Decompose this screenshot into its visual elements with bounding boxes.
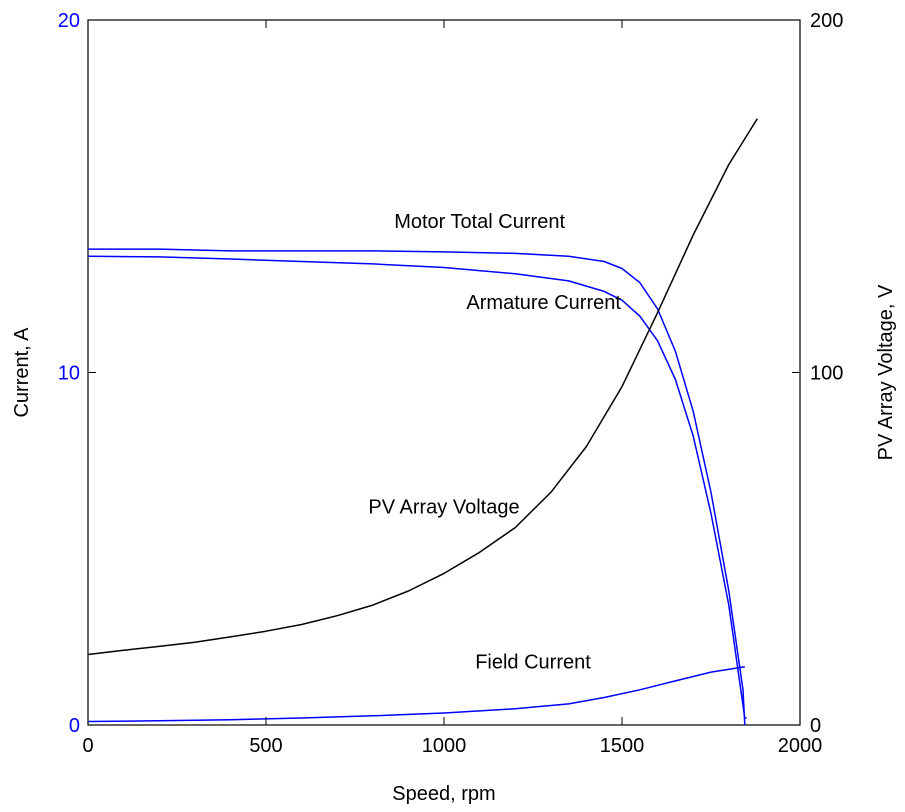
y-left-tick-label: 20 (58, 10, 80, 32)
y-axis-left: 0 10 20 (58, 10, 96, 737)
x-tick-label: 0 (82, 735, 93, 757)
series-line-armature-current (87, 255, 747, 719)
annotation-motor-total-current: Motor Total Current (394, 211, 565, 233)
x-tick-label: 1000 (422, 735, 467, 757)
plot-frame (87, 19, 801, 726)
x-tick-label: 500 (249, 735, 282, 757)
series-line-field-current (87, 666, 745, 723)
annotation-field-current: Field Current (475, 652, 591, 674)
y-right-tick-label: 200 (810, 10, 843, 32)
x-tick-label: 2000 (778, 735, 823, 757)
annotation-layer: Motor Total Current Armature Current PV Ar… (368, 211, 621, 674)
x-tick-label: 1500 (600, 735, 645, 757)
y-right-tick-label: 0 (810, 715, 821, 737)
series-line-pv-array-voltage (87, 118, 758, 656)
annotation-armature-current: Armature Current (466, 292, 621, 314)
x-axis: 0 500 1000 1500 2000 (82, 20, 822, 757)
y-axis-right-label: PV Array Voltage, V (875, 284, 897, 460)
series-layer (87, 118, 758, 726)
y-right-tick-label: 100 (810, 363, 843, 385)
y-left-tick-label: 0 (69, 715, 80, 737)
series-line-motor-total-current (88, 248, 746, 726)
y-axis-left-label: Current, A (11, 327, 33, 418)
y-axis-right: 0 100 200 (792, 10, 843, 737)
y-left-tick-label: 10 (58, 363, 80, 385)
annotation-pv-array-voltage: PV Array Voltage (368, 497, 519, 519)
x-axis-label: Speed, rpm (392, 783, 495, 805)
